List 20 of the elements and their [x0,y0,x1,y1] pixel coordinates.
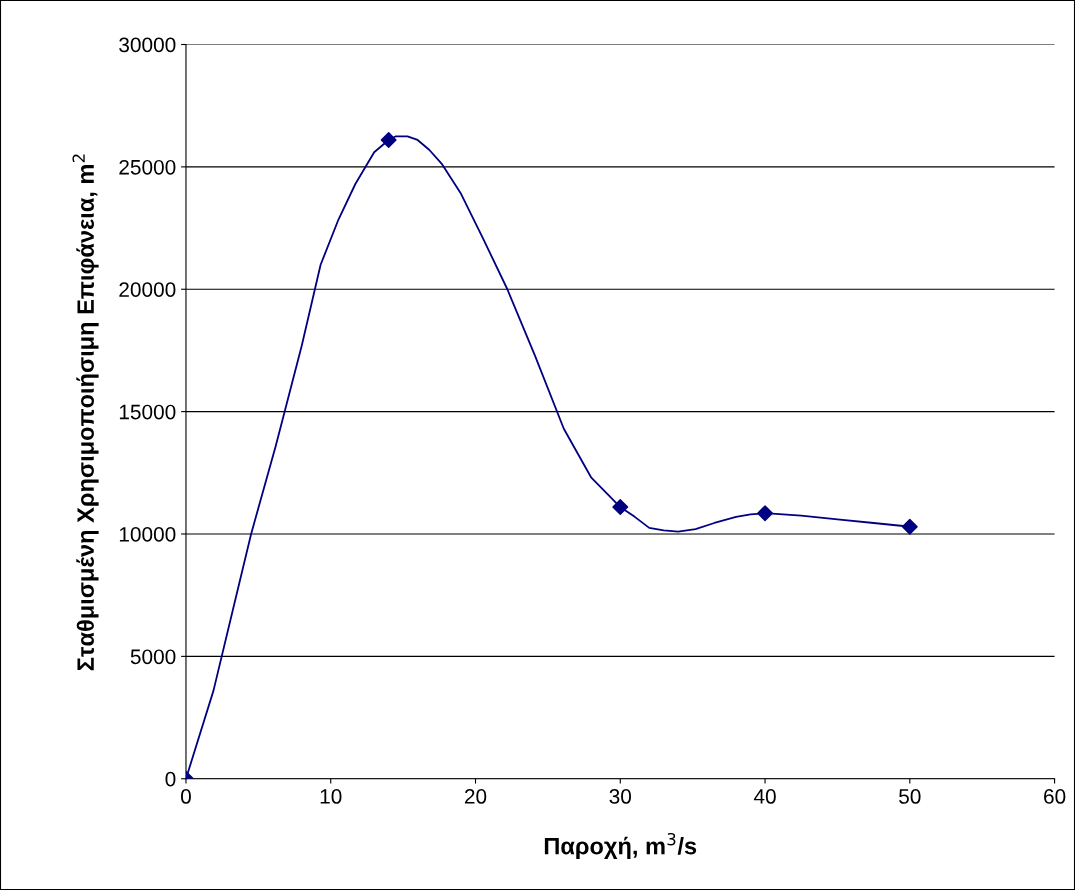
x-tick-label: 40 [753,789,776,804]
x-tick-label: 30 [609,789,632,804]
point [757,505,774,522]
x-tick-label: 10 [320,789,342,804]
x-tick-label: 20 [464,789,487,804]
point [380,131,397,148]
x-tick-label: 60 [1044,789,1066,804]
y-tick-label: 30000 [119,37,176,53]
y-tick-label: 25000 [119,159,176,175]
y-tick-label: 5000 [130,649,176,665]
x-axis-title: Παροχή, m$^{3}$/s [544,832,697,860]
y-tick-label: 0 [165,771,176,787]
y-tick-label: 10000 [119,527,176,542]
x-tick-label: 50 [899,789,921,804]
x-tick-label: 0 [181,789,191,804]
y-tick-label: 20000 [119,282,176,297]
y-tick-label: 15000 [119,404,176,420]
point [901,518,918,535]
y-axis-title: Σταθμισμένη Χρησιμοποιήσιμη Επιφάνεια, m$^{2}$ [72,154,99,671]
point [612,499,629,516]
